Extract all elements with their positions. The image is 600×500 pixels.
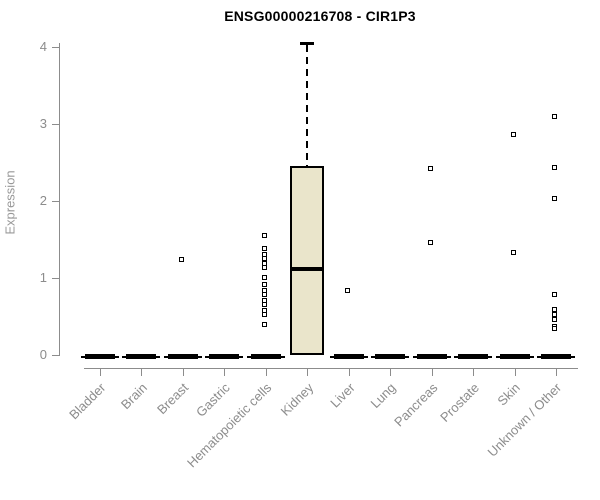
outlier-point-hematopoietic-cells <box>261 297 267 303</box>
y-axis-tick-label: 1 <box>39 270 47 285</box>
outlier-point-hematopoietic-cells <box>261 312 267 318</box>
x-axis-tick <box>555 369 557 376</box>
x-axis-tick-label-gastric: Gastric <box>193 380 233 420</box>
zero-boxplot-breast <box>167 354 198 359</box>
outlier-point-hematopoietic-cells <box>261 292 267 298</box>
y-axis-tick <box>52 124 59 125</box>
outlier-point-skin <box>510 131 516 137</box>
zero-boxplot-prostate <box>458 354 489 359</box>
outlier-point-hematopoietic-cells <box>261 260 267 266</box>
x-axis-tick-label-kidney: Kidney <box>277 380 316 419</box>
boxplot-kidney <box>290 165 325 355</box>
outlier-point-unknown-other <box>551 291 557 297</box>
outlier-point-hematopoietic-cells <box>261 282 267 288</box>
zero-boxplot-hematopoietic-cells <box>250 354 281 359</box>
y-axis-tick <box>52 201 59 202</box>
zero-boxplot-lung <box>375 354 406 359</box>
y-axis-tick <box>52 47 59 48</box>
x-axis-tick <box>348 369 350 376</box>
x-axis-tick-label-skin: Skin <box>494 380 524 409</box>
outlier-point-pancreas <box>427 240 433 246</box>
y-axis-tick <box>52 355 59 356</box>
x-axis-tick-label-unknown-other: Unknown / Other <box>484 380 565 460</box>
outlier-point-hematopoietic-cells <box>261 256 267 262</box>
zero-boxplot-bladder <box>85 354 115 359</box>
outlier-point-liver <box>344 287 350 293</box>
outlier-point-breast <box>178 257 184 263</box>
x-axis-tick-label-lung: Lung <box>367 380 399 412</box>
x-axis-tick <box>431 369 433 376</box>
upper-whisker-kidney <box>306 45 309 166</box>
outlier-point-hematopoietic-cells <box>261 287 267 293</box>
zero-boxplot-brain <box>126 354 157 359</box>
outlier-point-unknown-other <box>551 312 557 318</box>
outlier-point-hematopoietic-cells <box>261 322 267 328</box>
x-axis-tick-label-bladder: Bladder <box>66 380 109 423</box>
outlier-point-unknown-other <box>551 196 557 202</box>
y-axis-line <box>59 43 60 356</box>
y-axis-tick-label: 3 <box>39 116 47 131</box>
x-axis-tick <box>514 369 516 376</box>
x-axis-tick-label-breast: Breast <box>154 380 192 418</box>
outlier-point-pancreas <box>427 166 433 172</box>
outlier-point-unknown-other <box>551 307 557 313</box>
x-axis-tick <box>265 369 267 376</box>
x-axis-tick <box>390 369 392 376</box>
zero-boxplot-unknown-other <box>540 354 571 359</box>
outlier-point-hematopoietic-cells <box>261 246 267 252</box>
zero-boxplot-skin <box>499 354 530 359</box>
outlier-point-hematopoietic-cells <box>261 302 267 308</box>
outlier-point-hematopoietic-cells <box>261 307 267 313</box>
outlier-point-skin <box>510 250 516 256</box>
y-axis-tick-label: 4 <box>39 39 47 54</box>
outlier-point-unknown-other <box>551 165 557 171</box>
zero-boxplot-pancreas <box>416 354 447 359</box>
x-axis-tick-label-liver: Liver <box>326 380 358 411</box>
chart-title: ENSG00000216708 - CIR1P3 <box>224 8 416 24</box>
outlier-point-hematopoietic-cells <box>261 265 267 271</box>
x-axis-tick <box>100 369 101 376</box>
x-axis-tick-label-pancreas: Pancreas <box>390 380 441 430</box>
outlier-point-unknown-other <box>551 326 557 332</box>
x-axis-tick <box>141 369 143 376</box>
outlier-point-hematopoietic-cells <box>261 251 267 257</box>
outlier-point-unknown-other <box>551 113 557 119</box>
x-axis-tick-label-brain: Brain <box>117 380 151 413</box>
x-axis-line <box>84 368 578 369</box>
y-axis-label: Expression <box>2 170 18 235</box>
y-axis-tick-label: 0 <box>39 347 47 362</box>
x-axis-tick <box>224 369 226 376</box>
y-axis-tick <box>52 278 59 279</box>
outlier-point-hematopoietic-cells <box>261 274 267 280</box>
median-line-kidney <box>290 266 325 271</box>
x-axis-tick <box>307 369 309 376</box>
y-axis-tick-label: 2 <box>39 193 47 208</box>
x-axis-tick <box>473 369 475 376</box>
x-axis-tick <box>182 369 184 376</box>
upper-whisker-cap-kidney <box>300 42 315 46</box>
outlier-point-hematopoietic-cells <box>261 233 267 239</box>
x-axis-tick-label-prostate: Prostate <box>436 380 482 425</box>
zero-boxplot-liver <box>333 354 364 359</box>
zero-boxplot-gastric <box>209 354 240 359</box>
outlier-point-unknown-other <box>551 317 557 323</box>
